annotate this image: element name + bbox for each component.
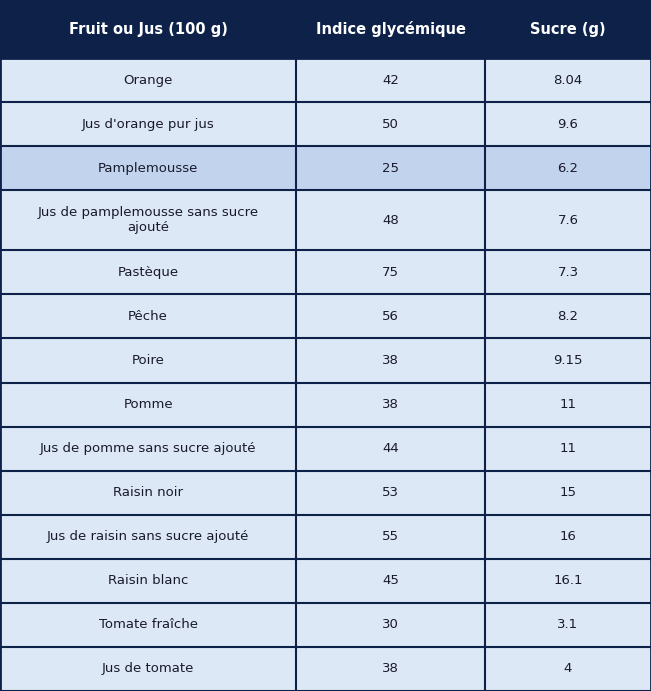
Bar	[0, 603, 296, 647]
Text: 38: 38	[382, 663, 399, 676]
Bar	[0, 559, 296, 603]
Text: 53: 53	[382, 486, 399, 499]
Text: Raisin noir: Raisin noir	[113, 486, 183, 499]
Bar	[296, 339, 485, 383]
Bar	[0, 471, 296, 515]
Text: 7.6: 7.6	[557, 214, 579, 227]
Text: Pêche: Pêche	[128, 310, 168, 323]
Bar	[485, 250, 651, 294]
Bar	[0, 426, 296, 471]
Text: 11: 11	[559, 398, 577, 411]
Bar	[485, 146, 651, 190]
Bar	[296, 383, 485, 426]
Text: 75: 75	[382, 266, 399, 279]
Text: 44: 44	[382, 442, 399, 455]
Text: Jus d'orange pur jus: Jus d'orange pur jus	[82, 117, 214, 131]
Bar	[485, 426, 651, 471]
Text: 4: 4	[564, 663, 572, 676]
Bar	[485, 294, 651, 339]
Bar	[485, 603, 651, 647]
Text: Jus de tomate: Jus de tomate	[102, 663, 194, 676]
Bar	[485, 339, 651, 383]
Text: 8.04: 8.04	[553, 73, 583, 86]
Bar	[296, 515, 485, 559]
Bar	[296, 603, 485, 647]
Bar	[0, 383, 296, 426]
Bar	[485, 471, 651, 515]
Text: 8.2: 8.2	[557, 310, 579, 323]
Text: 50: 50	[382, 117, 399, 131]
Text: Raisin blanc: Raisin blanc	[108, 574, 188, 587]
Bar	[296, 146, 485, 190]
Bar	[485, 515, 651, 559]
Bar	[296, 58, 485, 102]
Bar	[0, 190, 296, 250]
Text: Pomme: Pomme	[123, 398, 173, 411]
Text: 30: 30	[382, 618, 399, 632]
Bar	[485, 0, 651, 58]
Text: 9.15: 9.15	[553, 354, 583, 367]
Text: 11: 11	[559, 442, 577, 455]
Text: 9.6: 9.6	[557, 117, 579, 131]
Text: 16: 16	[560, 530, 576, 543]
Bar	[485, 58, 651, 102]
Bar	[296, 294, 485, 339]
Text: 7.3: 7.3	[557, 266, 579, 279]
Bar	[0, 294, 296, 339]
Text: Sucre (g): Sucre (g)	[530, 21, 606, 37]
Bar	[296, 471, 485, 515]
Text: Jus de pamplemousse sans sucre
ajouté: Jus de pamplemousse sans sucre ajouté	[38, 206, 258, 234]
Text: Fruit ou Jus (100 g): Fruit ou Jus (100 g)	[68, 21, 228, 37]
Text: 56: 56	[382, 310, 399, 323]
Bar	[296, 190, 485, 250]
Text: 15: 15	[559, 486, 577, 499]
Bar	[0, 515, 296, 559]
Text: 25: 25	[382, 162, 399, 175]
Bar	[485, 647, 651, 691]
Bar	[485, 559, 651, 603]
Bar	[485, 383, 651, 426]
Text: 3.1: 3.1	[557, 618, 579, 632]
Bar	[485, 102, 651, 146]
Bar	[296, 559, 485, 603]
Bar	[0, 102, 296, 146]
Text: 16.1: 16.1	[553, 574, 583, 587]
Bar	[296, 102, 485, 146]
Text: Orange: Orange	[124, 73, 173, 86]
Text: 38: 38	[382, 354, 399, 367]
Text: 6.2: 6.2	[557, 162, 579, 175]
Text: 48: 48	[382, 214, 399, 227]
Text: Jus de raisin sans sucre ajouté: Jus de raisin sans sucre ajouté	[47, 530, 249, 543]
Bar	[296, 0, 485, 58]
Text: 55: 55	[382, 530, 399, 543]
Bar	[0, 647, 296, 691]
Text: 42: 42	[382, 73, 399, 86]
Text: Indice glycémique: Indice glycémique	[316, 21, 465, 37]
Text: 38: 38	[382, 398, 399, 411]
Bar	[296, 647, 485, 691]
Text: Poire: Poire	[132, 354, 165, 367]
Text: Pamplemousse: Pamplemousse	[98, 162, 199, 175]
Bar	[296, 426, 485, 471]
Bar	[0, 146, 296, 190]
Bar	[485, 190, 651, 250]
Text: Tomate fraîche: Tomate fraîche	[98, 618, 198, 632]
Bar	[296, 250, 485, 294]
Text: Pastèque: Pastèque	[118, 266, 178, 279]
Text: Jus de pomme sans sucre ajouté: Jus de pomme sans sucre ajouté	[40, 442, 256, 455]
Bar	[0, 250, 296, 294]
Bar	[0, 58, 296, 102]
Text: 45: 45	[382, 574, 399, 587]
Bar	[0, 0, 296, 58]
Bar	[0, 339, 296, 383]
